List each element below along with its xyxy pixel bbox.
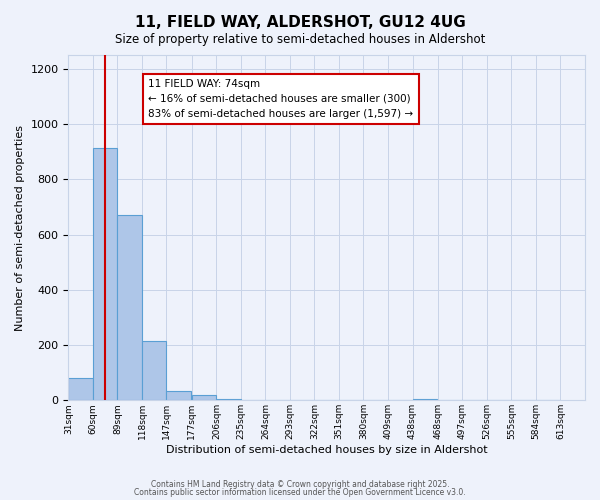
X-axis label: Distribution of semi-detached houses by size in Aldershot: Distribution of semi-detached houses by …: [166, 445, 488, 455]
Bar: [413, 399, 437, 400]
Text: Size of property relative to semi-detached houses in Aldershot: Size of property relative to semi-detach…: [115, 32, 485, 46]
Text: 11 FIELD WAY: 74sqm
← 16% of semi-detached houses are smaller (300)
83% of semi-: 11 FIELD WAY: 74sqm ← 16% of semi-detach…: [148, 79, 413, 119]
Bar: [68, 378, 93, 400]
Bar: [93, 148, 118, 400]
Bar: [192, 395, 217, 400]
Text: 11, FIELD WAY, ALDERSHOT, GU12 4UG: 11, FIELD WAY, ALDERSHOT, GU12 4UG: [134, 15, 466, 30]
Bar: [166, 390, 191, 400]
Bar: [142, 341, 166, 400]
Text: Contains public sector information licensed under the Open Government Licence v3: Contains public sector information licen…: [134, 488, 466, 497]
Bar: [217, 399, 241, 400]
Y-axis label: Number of semi-detached properties: Number of semi-detached properties: [15, 124, 25, 330]
Text: Contains HM Land Registry data © Crown copyright and database right 2025.: Contains HM Land Registry data © Crown c…: [151, 480, 449, 489]
Bar: [118, 215, 142, 400]
